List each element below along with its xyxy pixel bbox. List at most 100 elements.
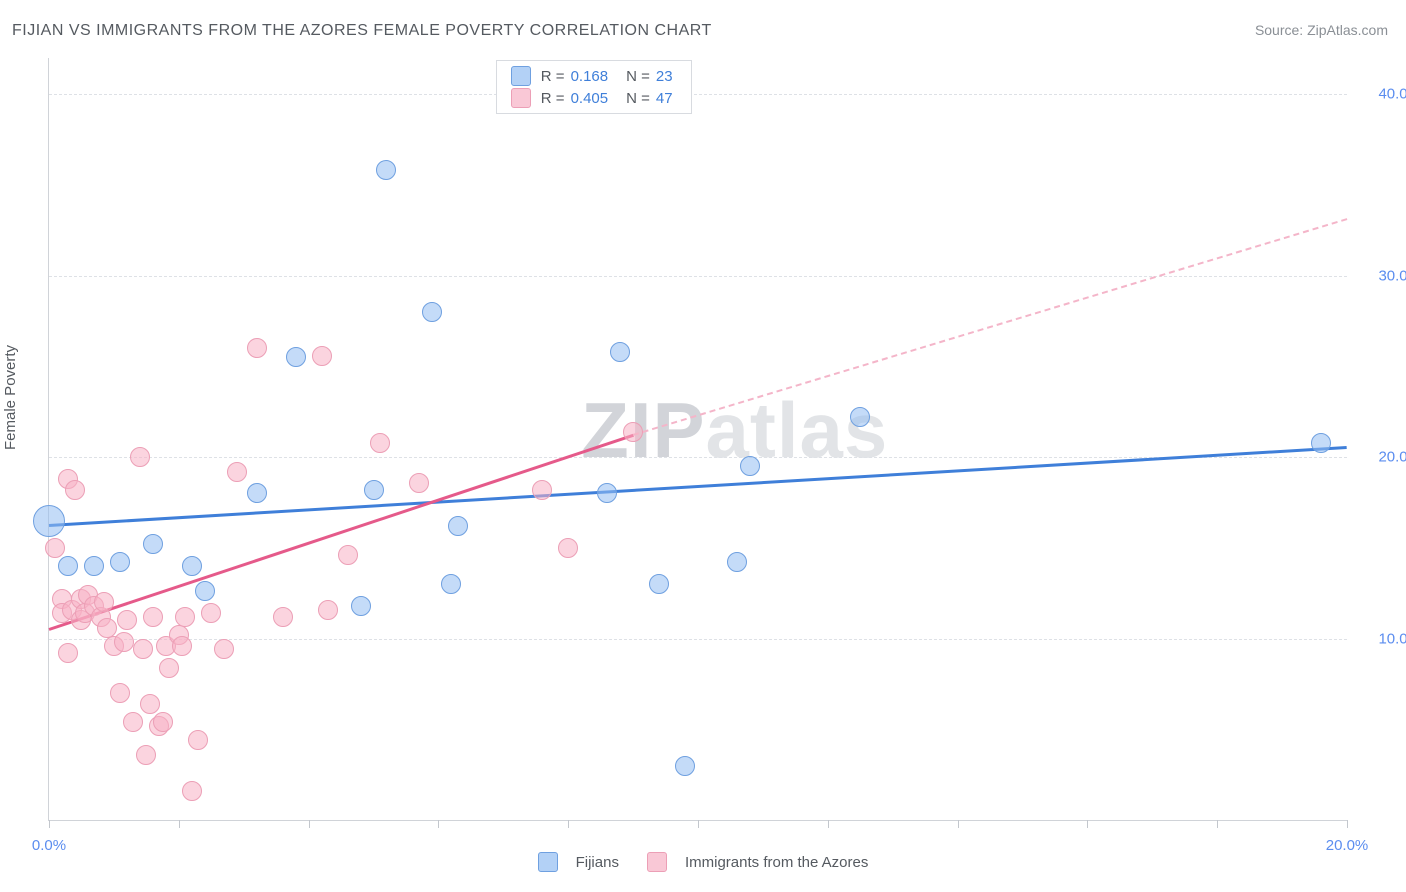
data-point	[123, 712, 143, 732]
data-point	[117, 610, 137, 630]
data-point	[140, 694, 160, 714]
x-tick	[438, 820, 439, 828]
data-point	[441, 574, 461, 594]
statistics-legend: R = 0.168 N = 23 R = 0.405 N = 47	[496, 60, 692, 114]
data-point	[740, 456, 760, 476]
data-point	[65, 480, 85, 500]
stat-n-label: N =	[626, 90, 650, 107]
x-tick	[698, 820, 699, 828]
x-tick	[309, 820, 310, 828]
data-point	[214, 639, 234, 659]
stat-n-value: 47	[656, 90, 673, 107]
data-point	[623, 422, 643, 442]
swatch-pink-icon	[647, 852, 667, 872]
stat-row-azores: R = 0.405 N = 47	[497, 87, 691, 109]
x-tick	[1347, 820, 1348, 828]
legend-label: Immigrants from the Azores	[685, 854, 868, 871]
data-point	[143, 607, 163, 627]
chart-title: FIJIAN VS IMMIGRANTS FROM THE AZORES FEM…	[12, 22, 712, 40]
data-point	[188, 730, 208, 750]
data-point	[195, 581, 215, 601]
gridline	[49, 94, 1347, 95]
data-point	[1311, 433, 1331, 453]
data-point	[153, 712, 173, 732]
data-point	[227, 462, 247, 482]
data-point	[110, 552, 130, 572]
data-point	[850, 407, 870, 427]
x-tick	[179, 820, 180, 828]
y-axis-label: Female Poverty	[2, 345, 19, 450]
data-point	[351, 596, 371, 616]
swatch-blue-icon	[511, 66, 531, 86]
trend-line	[49, 446, 1347, 527]
data-point	[649, 574, 669, 594]
data-point	[370, 433, 390, 453]
data-point	[58, 643, 78, 663]
data-point	[247, 483, 267, 503]
data-point	[610, 342, 630, 362]
chart-wrap: FIJIAN VS IMMIGRANTS FROM THE AZORES FEM…	[0, 0, 1406, 892]
data-point	[159, 658, 179, 678]
x-tick	[1217, 820, 1218, 828]
swatch-pink-icon	[511, 88, 531, 108]
data-point	[58, 556, 78, 576]
stat-r-value: 0.168	[571, 68, 609, 85]
data-point	[597, 483, 617, 503]
data-point	[312, 346, 332, 366]
stat-n-value: 23	[656, 68, 673, 85]
legend-item-azores: Immigrants from the Azores	[647, 852, 868, 872]
data-point	[110, 683, 130, 703]
plot-area: ZIPatlas 10.0%20.0%30.0%40.0%0.0%20.0%	[48, 58, 1347, 821]
legend-item-fijians: Fijians	[538, 852, 619, 872]
data-point	[273, 607, 293, 627]
series-legend: Fijians Immigrants from the Azores	[0, 852, 1406, 872]
data-point	[364, 480, 384, 500]
data-point	[727, 552, 747, 572]
swatch-blue-icon	[538, 852, 558, 872]
data-point	[136, 745, 156, 765]
data-point	[318, 600, 338, 620]
data-point	[45, 538, 65, 558]
data-point	[448, 516, 468, 536]
data-point	[33, 505, 65, 537]
x-tick	[568, 820, 569, 828]
x-tick	[49, 820, 50, 828]
data-point	[182, 556, 202, 576]
data-point	[130, 447, 150, 467]
data-point	[558, 538, 578, 558]
x-tick	[828, 820, 829, 828]
y-tick-label: 20.0%	[1357, 449, 1406, 466]
source-text: Source: ZipAtlas.com	[1255, 22, 1388, 38]
stat-n-label: N =	[626, 68, 650, 85]
data-point	[94, 592, 114, 612]
data-point	[376, 160, 396, 180]
x-tick	[958, 820, 959, 828]
stat-row-fijians: R = 0.168 N = 23	[497, 65, 691, 87]
data-point	[84, 556, 104, 576]
data-point	[182, 781, 202, 801]
data-point	[172, 636, 192, 656]
data-point	[338, 545, 358, 565]
data-point	[409, 473, 429, 493]
data-point	[675, 756, 695, 776]
data-point	[201, 603, 221, 623]
stat-r-label: R =	[541, 90, 565, 107]
watermark-atlas: atlas	[706, 386, 889, 474]
x-tick	[1087, 820, 1088, 828]
data-point	[114, 632, 134, 652]
data-point	[532, 480, 552, 500]
y-tick-label: 40.0%	[1357, 86, 1406, 103]
legend-label: Fijians	[576, 854, 619, 871]
data-point	[97, 618, 117, 638]
data-point	[133, 639, 153, 659]
data-point	[143, 534, 163, 554]
gridline	[49, 639, 1347, 640]
data-point	[175, 607, 195, 627]
trend-line	[633, 218, 1347, 436]
data-point	[286, 347, 306, 367]
data-point	[422, 302, 442, 322]
stat-r-label: R =	[541, 68, 565, 85]
y-tick-label: 30.0%	[1357, 267, 1406, 284]
stat-r-value: 0.405	[571, 90, 609, 107]
y-tick-label: 10.0%	[1357, 630, 1406, 647]
